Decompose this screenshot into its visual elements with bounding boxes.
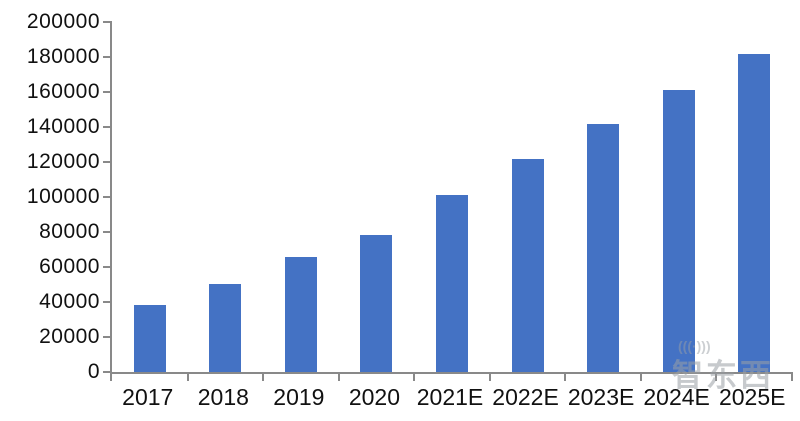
x-tick-label-2020: 2020: [348, 384, 401, 410]
y-axis-tick: [103, 21, 112, 23]
y-tick-label-40000: 40000: [39, 290, 100, 313]
x-axis-tick: [186, 372, 189, 381]
y-tick-label-20000: 20000: [39, 325, 100, 348]
x-tick-label-2023E: 2023E: [567, 384, 635, 410]
y-tick-label-100000: 100000: [26, 185, 100, 208]
bar-2023E: [587, 124, 620, 372]
x-axis-tick: [715, 372, 718, 381]
x-tick-label-2018: 2018: [197, 384, 249, 410]
x-axis-tick: [488, 372, 491, 381]
bar-2025E: [738, 54, 771, 372]
x-axis-tick: [639, 372, 642, 381]
bar-2021E: [436, 195, 468, 372]
x-tick-label-2025E: 2025E: [718, 384, 786, 410]
x-axis-tick: [262, 372, 265, 381]
y-axis-tick: [103, 56, 112, 58]
bar-2022E: [511, 158, 544, 372]
y-axis-tick: [103, 371, 112, 373]
plot-area: [103, 21, 793, 381]
bar-2017: [133, 304, 166, 372]
y-tick-label-140000: 140000: [26, 115, 100, 138]
x-axis-tick: [791, 372, 793, 381]
x-tick-label-2022E: 2022E: [492, 384, 559, 410]
y-tick-label-120000: 120000: [26, 150, 100, 173]
x-tick-label-2019: 2019: [273, 384, 325, 410]
x-tick-label-2021E: 2021E: [416, 384, 484, 410]
x-axis-tick: [110, 372, 112, 381]
bar-2024E: [662, 90, 695, 372]
y-tick-label-60000: 60000: [39, 255, 100, 278]
x-axis-tick: [564, 372, 567, 381]
y-tick-label-0: 0: [87, 360, 100, 383]
x-tick-label-2017: 2017: [122, 384, 174, 410]
y-axis-tick: [103, 301, 112, 303]
y-tick-label-80000: 80000: [39, 220, 100, 243]
y-tick-label-160000: 160000: [26, 80, 100, 103]
y-axis-tick: [103, 231, 112, 233]
x-axis-tick: [413, 372, 416, 381]
y-axis-tick: [103, 196, 112, 198]
bar-2019: [284, 257, 317, 372]
y-axis-tick: [103, 126, 112, 128]
x-tick-label-2024E: 2024E: [643, 384, 710, 410]
y-tick-label-200000: 200000: [26, 10, 100, 33]
y-axis-tick: [103, 266, 112, 268]
y-axis-tick: [103, 91, 112, 93]
y-tick-label-180000: 180000: [26, 45, 100, 68]
bar-2018: [209, 283, 242, 372]
bar-2020: [360, 234, 393, 372]
y-axis-tick: [103, 336, 112, 338]
y-axis-tick: [103, 161, 112, 163]
x-axis-tick: [337, 372, 340, 381]
